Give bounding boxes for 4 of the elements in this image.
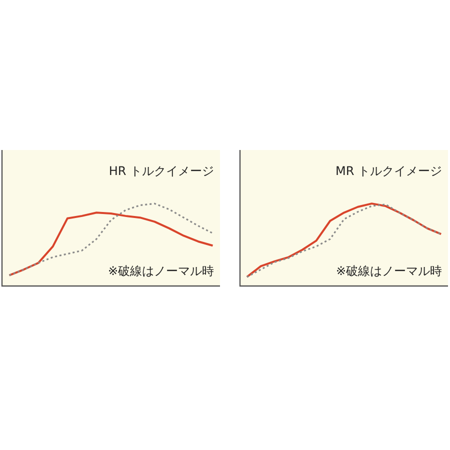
annotation: ※破線はノーマル時 bbox=[108, 264, 214, 278]
chart-title: MR トルクイメージ bbox=[335, 164, 442, 178]
annotation: ※破線はノーマル時 bbox=[336, 264, 442, 278]
chart-title: HR トルクイメージ bbox=[108, 164, 214, 178]
